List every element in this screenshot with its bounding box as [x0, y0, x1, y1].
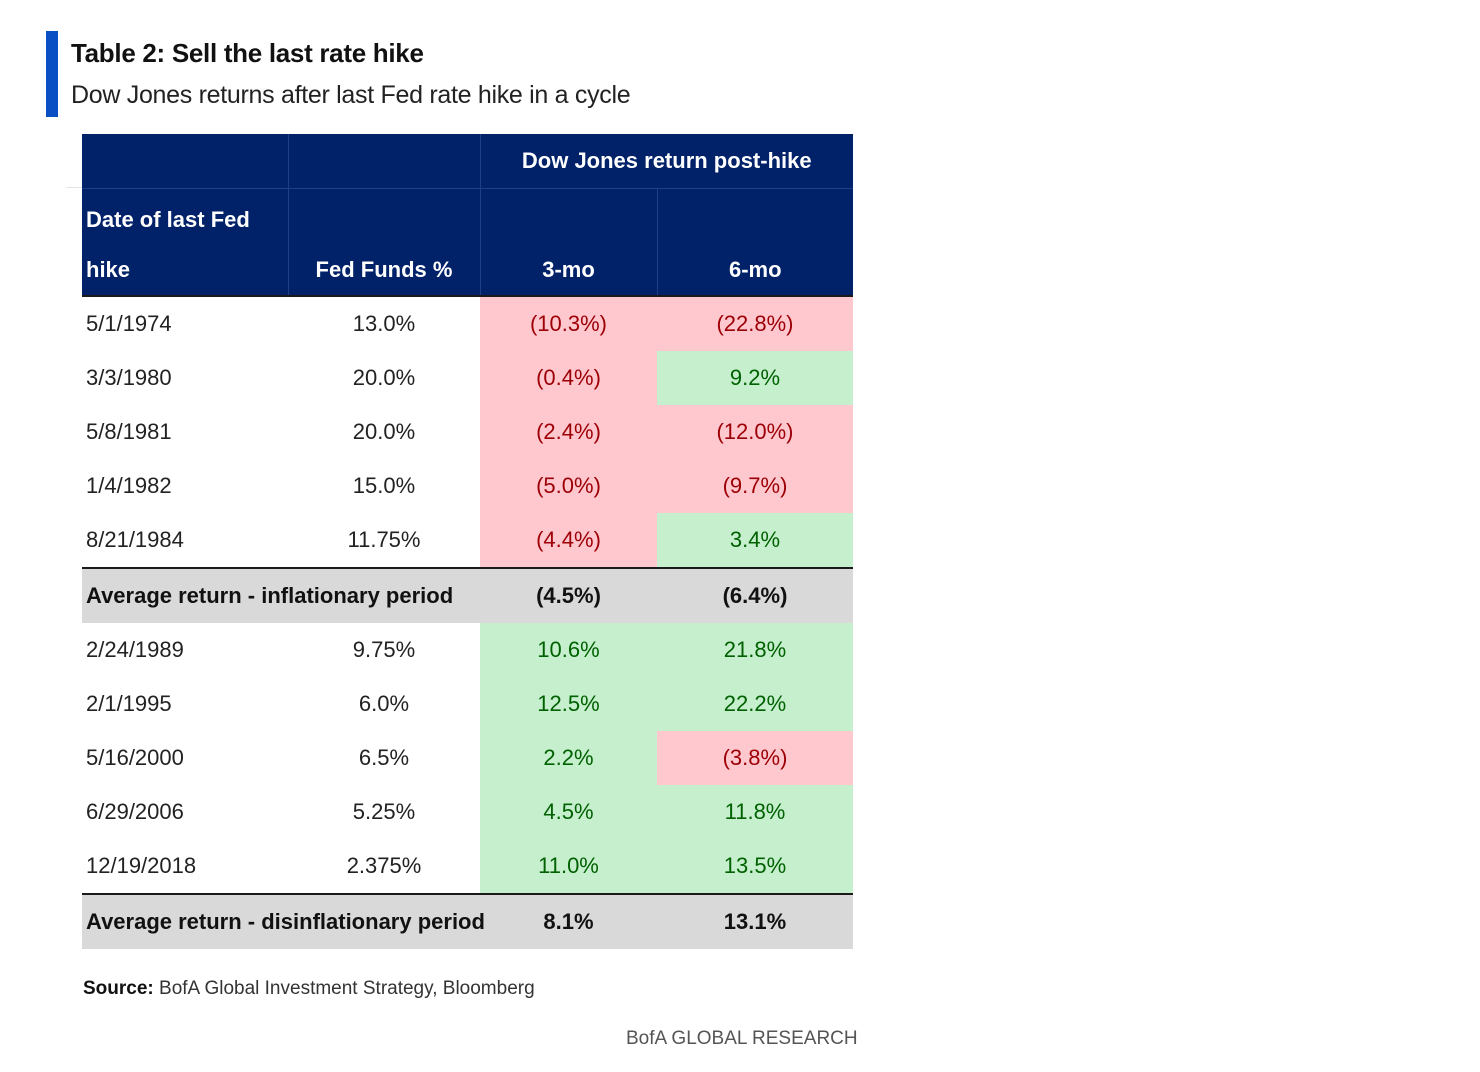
date-cell: 5/16/2000 — [86, 745, 184, 770]
return-6mo-cell: (9.7%) — [657, 459, 853, 513]
table-row: 2/24/1989 9.75% 10.6% 21.8% — [82, 623, 853, 677]
return-6mo-cell: (12.0%) — [657, 405, 853, 459]
date-cell: 12/19/2018 — [86, 853, 197, 878]
date-cell: 3/3/1980 — [86, 365, 172, 390]
date-cell: 6/29/2006 — [86, 799, 184, 824]
fed-funds-cell: 20.0% — [352, 419, 416, 444]
table-header: Dow Jones return post-hike Date of last … — [82, 134, 853, 297]
return-3mo-cell: 4.5% — [480, 785, 657, 839]
average-6mo-cell: (6.4%) — [657, 567, 853, 623]
column-header-6mo: 6-mo — [657, 188, 853, 297]
table-row: 8/21/1984 11.75% (4.4%) 3.4% — [82, 513, 853, 568]
table-row: 5/1/1974 13.0% (10.3%) (22.8%) — [82, 296, 853, 351]
return-6mo-cell: 21.8% — [657, 623, 853, 677]
column-header-date-line2: hike — [86, 257, 131, 282]
return-3mo-cell: 11.0% — [480, 839, 657, 894]
return-3mo-cell: (5.0%) — [480, 459, 657, 513]
table-row: 3/3/1980 20.0% (0.4%) 9.2% — [82, 351, 853, 405]
date-cell: 2/1/1995 — [86, 691, 172, 716]
header-blank-2 — [288, 134, 481, 189]
return-6mo-cell: 9.2% — [657, 351, 853, 405]
source-text: BofA Global Investment Strategy, Bloombe… — [159, 978, 535, 999]
date-cell: 8/21/1984 — [86, 527, 184, 552]
header-blank-1 — [82, 134, 289, 189]
footer-brand: BofA GLOBAL RESEARCH — [626, 1028, 858, 1049]
return-3mo-cell: (0.4%) — [480, 351, 657, 405]
source-note: Source: BofA Global Investment Strategy,… — [83, 978, 535, 1000]
fed-funds-cell: 6.5% — [358, 745, 410, 770]
column-header-3mo: 3-mo — [480, 188, 658, 297]
return-3mo-cell: (10.3%) — [480, 296, 657, 351]
return-3mo-cell: 12.5% — [480, 677, 657, 731]
return-6mo-cell: (3.8%) — [657, 731, 853, 785]
table-row: 12/19/2018 2.375% 11.0% 13.5% — [82, 839, 853, 894]
source-label: Source: — [83, 978, 154, 999]
return-6mo-cell: 11.8% — [657, 785, 853, 839]
table-row: 5/16/2000 6.5% 2.2% (3.8%) — [82, 731, 853, 785]
return-3mo-cell: (2.4%) — [480, 405, 657, 459]
fed-funds-cell: 5.25% — [352, 799, 416, 824]
fed-funds-cell: 13.0% — [352, 311, 416, 336]
table-row: 2/1/1995 6.0% 12.5% 22.2% — [82, 677, 853, 731]
table-subtitle: Dow Jones returns after last Fed rate hi… — [71, 81, 631, 109]
average-6mo-cell: 13.1% — [657, 893, 853, 949]
column-header-date: Date of last Fed hike — [82, 188, 289, 297]
average-3mo-cell: (4.5%) — [480, 567, 657, 623]
return-3mo-cell: (4.4%) — [480, 513, 657, 568]
divider — [66, 187, 84, 188]
average-row-inflationary: Average return - inflationary period (4.5… — [82, 567, 853, 623]
return-6mo-cell: (22.8%) — [657, 296, 853, 351]
fed-funds-cell: 6.0% — [358, 691, 410, 716]
table-title: Table 2: Sell the last rate hike — [71, 38, 424, 68]
average-label: Average return - inflationary period — [82, 567, 480, 623]
date-cell: 5/8/1981 — [86, 419, 172, 444]
return-3mo-cell: 2.2% — [480, 731, 657, 785]
return-3mo-cell: 10.6% — [480, 623, 657, 677]
column-header-fed-funds: Fed Funds % — [288, 188, 481, 297]
average-3mo-cell: 8.1% — [480, 893, 657, 949]
fed-funds-cell: 9.75% — [352, 637, 416, 662]
return-6mo-cell: 22.2% — [657, 677, 853, 731]
date-cell: 1/4/1982 — [86, 473, 172, 498]
average-label: Average return - disinflationary period — [82, 893, 485, 949]
average-row-disinflationary: Average return - disinflationary period 8… — [82, 893, 853, 949]
return-6mo-cell: 3.4% — [657, 513, 853, 568]
fed-funds-cell: 11.75% — [347, 527, 421, 552]
table-body: 5/1/1974 13.0% (10.3%) (22.8%) 3/3/1980 20.0%… — [82, 296, 853, 949]
date-cell: 5/1/1974 — [86, 311, 172, 336]
table-row: 5/8/1981 20.0% (2.4%) (12.0%) — [82, 405, 853, 459]
group-header: Dow Jones return post-hike — [480, 134, 853, 189]
date-cell: 2/24/1989 — [86, 637, 184, 662]
fed-funds-cell: 2.375% — [346, 853, 422, 878]
fed-funds-cell: 20.0% — [352, 365, 416, 390]
return-6mo-cell: 13.5% — [657, 839, 853, 894]
returns-table: Dow Jones return post-hike Date of last … — [82, 134, 853, 949]
fed-funds-cell: 15.0% — [352, 473, 416, 498]
table-row: 1/4/1982 15.0% (5.0%) (9.7%) — [82, 459, 853, 513]
column-header-date-line1: Date of last Fed — [86, 207, 250, 232]
table-row: 6/29/2006 5.25% 4.5% 11.8% — [82, 785, 853, 839]
accent-bar — [46, 31, 58, 117]
